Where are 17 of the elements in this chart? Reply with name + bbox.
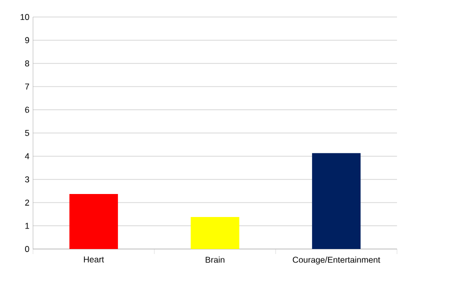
y-tick-label: 9: [25, 37, 30, 44]
y-tick-label: 5: [25, 130, 30, 136]
y-tick-label: 6: [25, 106, 30, 113]
y-tick-label: 0: [25, 246, 30, 252]
bar: [190, 216, 240, 249]
y-tick-label: 3: [25, 176, 30, 182]
y-tick-label: 2: [25, 200, 30, 206]
x-tick-label: Heart: [84, 256, 104, 262]
y-tick-label: 10: [20, 14, 30, 20]
y-tick-label: 7: [25, 84, 30, 90]
bar: [69, 194, 118, 249]
y-tick-label: 4: [24, 153, 30, 160]
bar: [312, 153, 361, 249]
y-tick-label: 8: [25, 60, 30, 66]
y-tick-label: 1: [25, 222, 30, 229]
x-tick-label: Courage/Entertainment: [292, 256, 380, 264]
x-tick-label: Brain: [206, 256, 224, 263]
